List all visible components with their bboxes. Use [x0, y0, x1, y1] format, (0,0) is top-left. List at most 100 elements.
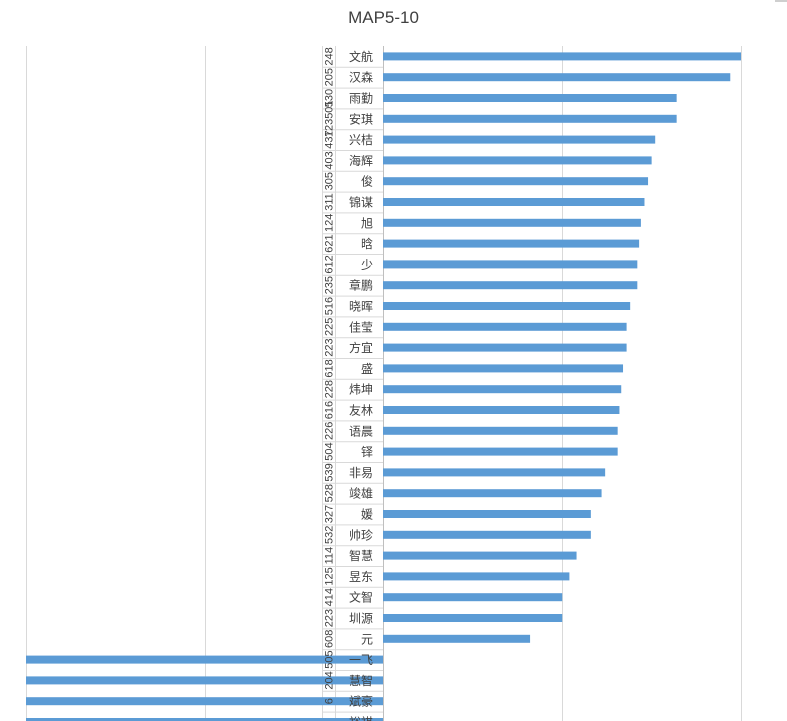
category-code-label: 223 [324, 338, 336, 356]
bar [383, 302, 631, 310]
category-name-label: 安琪 [349, 111, 373, 126]
bar [383, 364, 624, 373]
category-name-label: 盛 [361, 361, 373, 376]
category-name-label: 晓晖 [349, 300, 373, 314]
bar [26, 655, 383, 664]
bar [383, 343, 627, 352]
category-code-label: 248 [324, 47, 336, 65]
category-code-label: 505 [324, 650, 336, 668]
category-name-label: 旭 [361, 216, 373, 230]
category-code-label: 539 [324, 463, 336, 481]
corner-mark [775, 0, 787, 2]
bar [26, 718, 383, 721]
category-code-label: 532 [324, 526, 336, 544]
category-name-label: 少 [361, 258, 373, 272]
category-code-label: 205 [324, 68, 336, 86]
category-name-label: 非易 [349, 466, 373, 480]
category-name-label: 章鹏 [349, 278, 373, 293]
bar [26, 676, 383, 685]
category-code-label: 311 [324, 193, 336, 211]
bar [383, 114, 677, 123]
bar [383, 468, 606, 477]
category-name-label: 语晨 [349, 424, 373, 438]
category-name-label: 海辉 [349, 153, 373, 168]
category-labels: 文航 248 汉森 205 雨勤 530 安琪 123501 兴桔 437 海辉 403 俊 305 锦谋 3… [322, 47, 383, 721]
category-name-label: 方宜 [349, 340, 373, 355]
category-code-label: 612 [324, 255, 336, 273]
bars [26, 52, 741, 721]
category-name-label: 一飞 [349, 653, 373, 667]
category-code-label: 414 [324, 588, 336, 606]
bar [383, 94, 677, 102]
bar [383, 260, 638, 269]
category-name-label: 佳莹 [349, 320, 373, 334]
category-code-label: 305 [324, 172, 336, 190]
category-name-label: 圳源 [349, 612, 373, 626]
bar [383, 530, 591, 539]
bar [383, 593, 563, 602]
category-code-label: 528 [324, 484, 336, 502]
bar [383, 156, 652, 165]
category-name-label: 媛 [361, 508, 373, 522]
category-name-label: 斌豪 [349, 694, 373, 709]
category-code-label: 608 [324, 630, 336, 648]
category-code-label: 123501 [324, 100, 336, 137]
category-code-label: 437 [324, 130, 336, 148]
bar [383, 239, 640, 248]
category-name-label: 俊 [361, 174, 373, 189]
category-name-label: 竣雄 [349, 486, 373, 501]
category-name-label: 雨勤 [349, 92, 373, 106]
category-name-label: 锦谋 [349, 196, 373, 210]
category-code-label: 618 [324, 359, 336, 377]
category-name-label: 炜坤 [349, 382, 373, 397]
category-code-label: 114 [324, 547, 336, 565]
category-name-label: 友林 [349, 404, 373, 418]
bar [383, 52, 741, 61]
category-code-label: 403 [324, 151, 336, 169]
bar [26, 697, 383, 706]
category-name-label: 文智 [349, 590, 373, 605]
bar [383, 426, 618, 435]
category-name-label: 汉森 [349, 70, 373, 85]
category-code-label: 621 [324, 234, 336, 252]
category-name-label: 昱东 [349, 570, 373, 584]
category-name-label: 铎 [361, 445, 373, 459]
bar [383, 406, 620, 414]
category-code-label: 235 [324, 276, 336, 294]
bar [383, 177, 649, 186]
category-name-label: 兴桔 [349, 133, 373, 147]
bar [383, 218, 641, 227]
bar [383, 322, 627, 331]
bar [383, 385, 622, 394]
category-code-label: 504 [324, 442, 336, 460]
category-code-label: 223 [324, 609, 336, 627]
category-code-label: 530 [324, 89, 336, 107]
bar [383, 572, 570, 581]
bar [383, 281, 638, 290]
bar [383, 447, 618, 456]
bar [383, 489, 602, 498]
category-name-label: 智慧 [349, 548, 373, 563]
bar [383, 614, 563, 622]
category-code-label: 226 [324, 422, 336, 440]
category-name-label: 元 [361, 632, 373, 646]
category-code-label: 616 [324, 401, 336, 419]
category-code-label: 125 [324, 567, 336, 585]
bar [383, 551, 577, 560]
category-code-label: 516 [324, 297, 336, 315]
bar [383, 135, 656, 144]
category-code-label: 6 [324, 698, 336, 704]
category-name-label: 裕祺 [349, 715, 373, 721]
category-name-label: 晗 [361, 236, 373, 251]
chart-title: MAP5-10 [348, 8, 419, 27]
category-name-label: 文航 [349, 49, 373, 64]
category-name-label: 慧智 [349, 673, 373, 688]
category-name-label: 帅珍 [349, 528, 373, 542]
bar [383, 510, 591, 518]
bar [383, 73, 731, 82]
category-code-label: 228 [324, 380, 336, 398]
category-code-label: 204 [324, 671, 336, 689]
bar [383, 634, 531, 643]
bar [383, 198, 645, 206]
